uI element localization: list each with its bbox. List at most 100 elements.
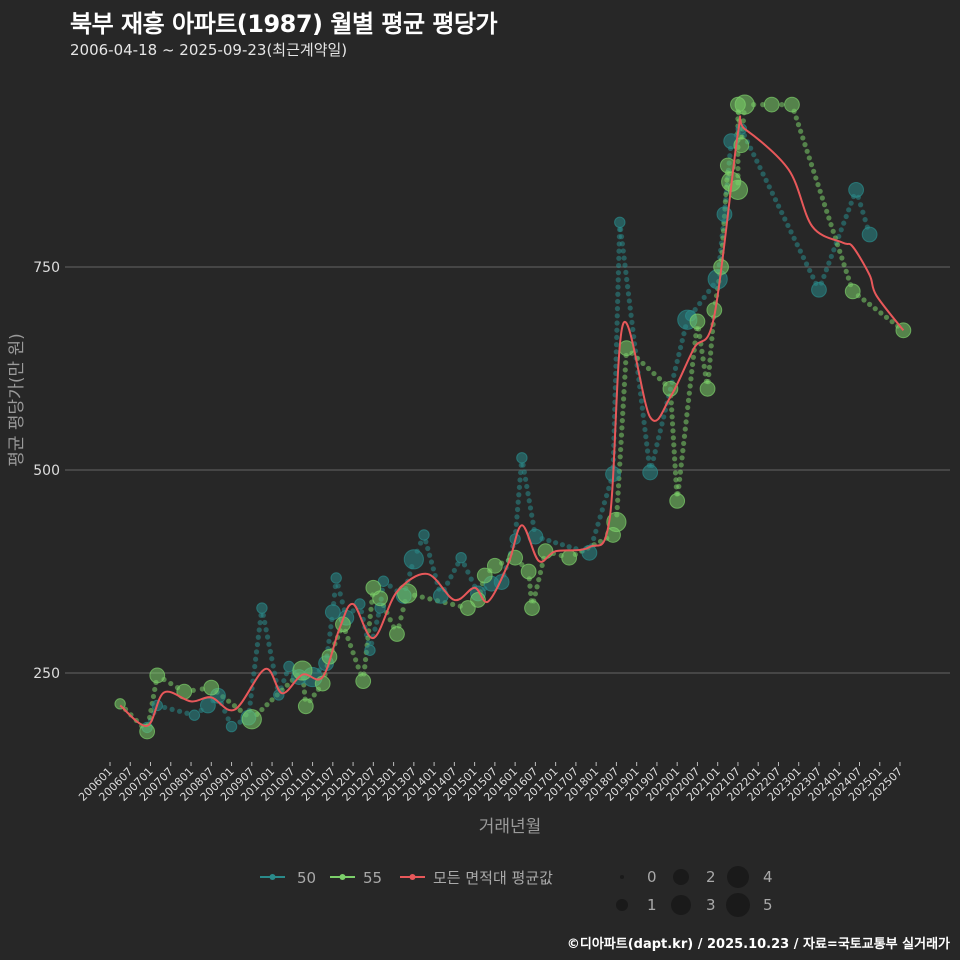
connector-dot — [819, 195, 825, 201]
connector-dot — [867, 301, 873, 307]
connector-dot — [838, 227, 844, 233]
connector-dot — [623, 269, 629, 275]
connector-dot — [539, 562, 545, 569]
legend-swatch-dot — [339, 874, 346, 880]
connector-dot — [254, 641, 261, 648]
connector-dot — [613, 363, 619, 369]
connector-dot — [644, 448, 651, 454]
data-point-50 — [455, 551, 467, 564]
connector-dot — [450, 601, 456, 607]
data-point-55 — [734, 94, 755, 115]
data-point-55 — [520, 563, 537, 580]
data-point-50 — [811, 281, 827, 298]
connector-dot — [362, 656, 369, 663]
connector-dot — [677, 344, 684, 351]
connector-dot — [266, 641, 272, 647]
legend-size-circle — [727, 866, 749, 888]
connector-dot — [688, 376, 694, 382]
connector-dot — [613, 342, 620, 348]
connector-dot — [687, 383, 693, 389]
connector-dot — [251, 671, 257, 677]
connector-dot — [417, 540, 424, 546]
connector-dot — [148, 707, 154, 714]
connector-dot — [815, 182, 821, 188]
gridlines — [65, 266, 950, 674]
connector-dot — [860, 209, 866, 215]
y-axis-title: 평균 평당가(만 원) — [7, 333, 27, 467]
connector-dot — [619, 418, 625, 424]
connector-dot — [546, 538, 552, 544]
data-point-55 — [372, 590, 388, 607]
connector-dot — [269, 697, 275, 703]
connector-dot — [841, 262, 847, 268]
connector-dot — [685, 397, 692, 403]
connector-dot — [521, 469, 527, 475]
connector-dot — [769, 190, 775, 196]
connector-dot — [427, 596, 433, 602]
connector-dot — [797, 248, 803, 254]
connector-dot — [311, 692, 317, 698]
data-point-50 — [330, 572, 342, 584]
connector-dot — [622, 262, 628, 268]
y-tick-label: 500 — [33, 463, 60, 479]
data-point-55 — [763, 96, 780, 113]
connector-dot — [708, 343, 714, 349]
data-point-55 — [844, 283, 861, 300]
connector-dot — [830, 228, 836, 234]
connector-dot — [591, 535, 597, 542]
connector-dot — [788, 229, 794, 235]
data-point-55 — [139, 723, 156, 740]
connector-dot — [669, 414, 675, 420]
connector-dot — [350, 650, 356, 656]
connector-dot — [615, 291, 621, 297]
connector-dot — [828, 253, 834, 260]
connector-dot — [264, 702, 270, 708]
connector-dot — [367, 613, 373, 620]
connector-dot — [669, 407, 675, 413]
connector-dot — [345, 635, 351, 642]
connector-dot — [817, 188, 823, 194]
connector-dot — [516, 484, 523, 490]
connector-dot — [763, 177, 769, 184]
connector-dot — [629, 319, 635, 325]
connector-dot — [184, 710, 190, 716]
data-point-50 — [256, 602, 268, 614]
connector-dot — [697, 333, 703, 339]
connector-dot — [772, 197, 779, 203]
connector-dot — [766, 184, 772, 190]
connector-dot — [735, 158, 741, 165]
legend-label: 모든 면적대 평균값 — [433, 869, 553, 887]
data-point-50 — [418, 529, 430, 541]
connector-dot — [708, 350, 714, 356]
data-point-50 — [861, 226, 878, 243]
connector-dot — [668, 400, 674, 406]
connector-dot — [374, 619, 380, 625]
y-axis-ticks: 250 500 750 — [33, 260, 60, 682]
connector-dot — [624, 276, 630, 283]
connector-dot — [514, 506, 521, 513]
connector-dot — [271, 670, 278, 676]
connector-dot — [760, 171, 766, 177]
connector-dot — [618, 432, 625, 438]
connector-dot — [661, 414, 667, 420]
connector-dot — [735, 151, 741, 157]
connector-dot — [638, 398, 645, 404]
connector-dot — [355, 664, 361, 670]
data-point-50 — [716, 206, 733, 223]
connector-dot — [559, 542, 565, 548]
connector-dot — [862, 217, 868, 223]
connector-dot — [252, 663, 258, 670]
connector-dot — [645, 365, 652, 372]
connector-dot — [419, 594, 425, 600]
connector-dot — [264, 634, 271, 640]
y-tick-label: 250 — [33, 666, 60, 682]
connector-dot — [821, 273, 827, 280]
connector-dot — [262, 619, 268, 626]
connector-dot — [248, 693, 254, 699]
connector-dot — [468, 576, 474, 582]
connector-dot — [613, 349, 619, 355]
connector-dot — [808, 162, 815, 168]
connector-dot — [681, 440, 687, 447]
connector-dot — [642, 426, 648, 433]
connector-dot — [638, 391, 644, 397]
